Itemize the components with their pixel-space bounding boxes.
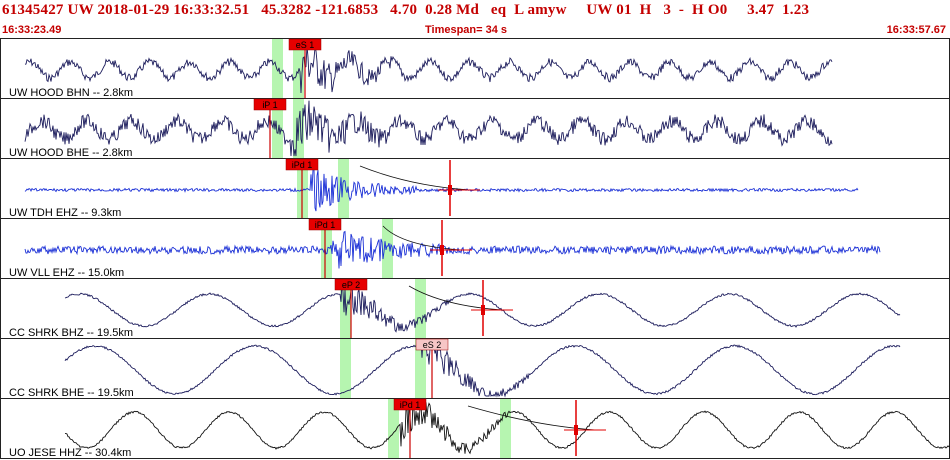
pick-window-band xyxy=(272,39,283,98)
pick-flag[interactable] xyxy=(288,38,322,51)
event-summary-line: 61345427 UW 2018-01-29 16:33:32.51 45.32… xyxy=(2,2,810,18)
pick-label: iP 1 xyxy=(262,100,277,110)
pick-flag[interactable] xyxy=(334,278,368,291)
waveform xyxy=(24,100,833,157)
pick-window-band xyxy=(388,399,399,458)
station-label: UW HOOD BHE -- 2.8km xyxy=(9,147,132,159)
pick-window-band xyxy=(415,279,426,338)
pick-window-band xyxy=(338,159,349,218)
station-label: CC SHRK BHE -- 19.5km xyxy=(9,387,134,399)
coda-decay-curve xyxy=(408,285,504,311)
pick-window-band xyxy=(415,339,426,398)
pick-flag[interactable] xyxy=(253,98,287,111)
coda-marker-tick xyxy=(574,425,578,435)
pick-window-band xyxy=(340,339,351,398)
trace-3[interactable]: iPd 1 UW TDH EHZ -- 9.3km xyxy=(0,158,950,220)
coda-marker-tick xyxy=(481,305,485,315)
trace-border xyxy=(0,338,950,399)
seismogram-panel[interactable]: eS 1 UW HOOD BHN -- 2.8km iP 1 UW HOOD BHE … xyxy=(0,38,950,460)
pick-flag[interactable] xyxy=(285,158,319,171)
trace-7[interactable]: iPd 1 UO JESE HHZ -- 30.4km xyxy=(0,398,950,460)
start-time: 16:33:23.49 xyxy=(2,24,62,36)
coda-marker-tick xyxy=(440,245,444,255)
trace-2[interactable]: iP 1 UW HOOD BHE -- 2.8km xyxy=(0,98,950,160)
station-label: CC SHRK BHZ -- 19.5km xyxy=(9,327,133,339)
trace-5[interactable]: eP 2 CC SHRK BHZ -- 19.5km xyxy=(0,278,950,340)
trace-border xyxy=(0,98,950,159)
coda-marker-tick xyxy=(448,185,452,195)
trace-6[interactable]: eS 2 CC SHRK BHE -- 19.5km xyxy=(0,338,950,400)
trace-border xyxy=(0,398,950,459)
pick-window-band xyxy=(272,99,283,158)
station-label: UW TDH EHZ -- 9.3km xyxy=(9,207,121,219)
pick-flag[interactable] xyxy=(415,338,449,351)
event-header: 61345427 UW 2018-01-29 16:33:32.51 45.32… xyxy=(0,0,950,38)
pick-label: eS 2 xyxy=(423,340,442,350)
trace-1[interactable]: eS 1 UW HOOD BHN -- 2.8km xyxy=(0,38,950,100)
pick-flag[interactable] xyxy=(308,218,342,231)
trace-border xyxy=(0,218,950,279)
coda-decay-curve xyxy=(467,405,597,431)
pick-label: iPd 1 xyxy=(315,220,336,230)
pick-window-band xyxy=(321,219,332,278)
waveform xyxy=(64,401,950,455)
waveform xyxy=(24,45,833,94)
pick-flag[interactable] xyxy=(393,398,427,411)
pick-label: eP 2 xyxy=(342,280,360,290)
waveform xyxy=(64,339,901,398)
pick-label: iPd 1 xyxy=(292,160,313,170)
pick-window-band xyxy=(500,399,511,458)
station-label: UW VLL EHZ -- 15.0km xyxy=(9,267,124,279)
waveform xyxy=(24,230,881,269)
station-label: UO JESE HHZ -- 30.4km xyxy=(9,447,131,459)
pick-window-band xyxy=(382,219,393,278)
pick-label: iPd 1 xyxy=(400,400,421,410)
trace-border xyxy=(0,278,950,339)
end-time: 16:33:57.67 xyxy=(886,24,946,36)
pick-label: eS 1 xyxy=(296,40,315,50)
station-label: UW HOOD BHN -- 2.8km xyxy=(9,87,133,99)
coda-decay-curve xyxy=(359,165,471,191)
trace-4[interactable]: iPd 1 UW VLL EHZ -- 15.0km xyxy=(0,218,950,280)
coda-decay-curve xyxy=(382,225,463,251)
timespan: Timespan= 34 s xyxy=(425,24,508,36)
